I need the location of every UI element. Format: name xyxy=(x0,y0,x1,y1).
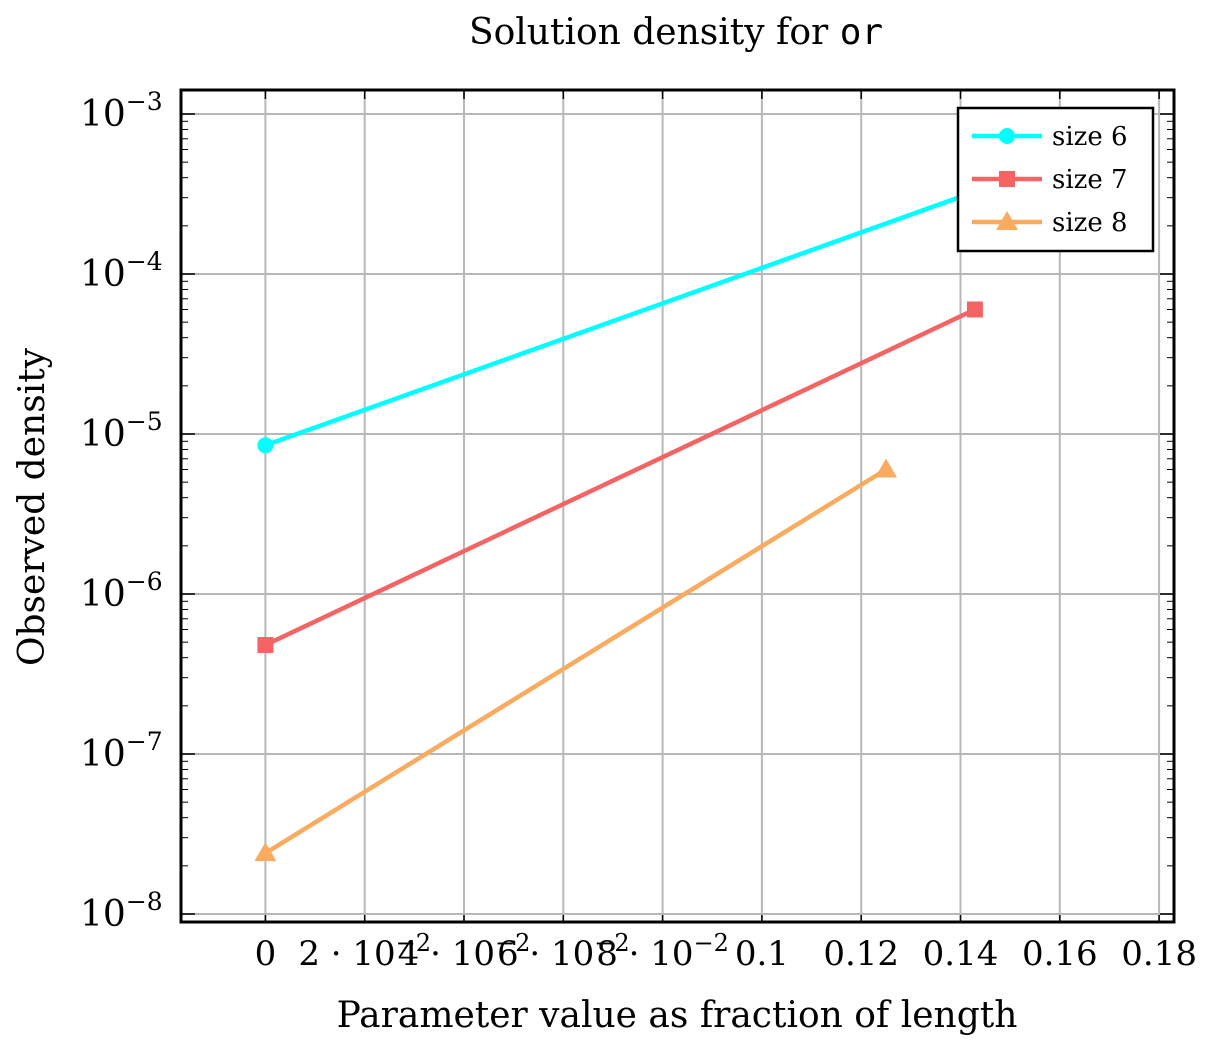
y-tick-label: 10−8 xyxy=(80,887,163,935)
x-tick-label: 0.18 xyxy=(1121,934,1197,974)
y-tick-label: 10−5 xyxy=(80,407,163,455)
legend-label-size-7: size 7 xyxy=(1052,165,1128,195)
y-tick-label: 10−4 xyxy=(80,247,163,295)
x-tick-label: 0.16 xyxy=(1022,934,1098,974)
series-line-size-6 xyxy=(264,147,1094,448)
x-tick-label: 0.12 xyxy=(823,934,899,974)
grid xyxy=(181,90,1174,922)
x-tick-label: 2 · 10−2 xyxy=(298,929,431,974)
x-tick-label: 6 · 10−2 xyxy=(497,929,630,974)
x-tick-label: 0.1 xyxy=(735,934,789,974)
series-line-size-7 xyxy=(264,307,976,648)
chart-title: Solution density for or xyxy=(469,12,883,53)
data-point-size-8 xyxy=(875,458,898,478)
data-point-size-8 xyxy=(254,842,277,862)
data-point-size-7 xyxy=(966,301,983,318)
data-point-size-6 xyxy=(257,437,274,454)
series-line-size-8 xyxy=(264,467,888,856)
x-tick-label: 4 · 10−2 xyxy=(398,929,531,974)
data-point-size-7 xyxy=(257,637,274,654)
legend-marker-size-7 xyxy=(999,171,1015,187)
legend-marker-size-6 xyxy=(999,128,1015,144)
x-tick-label: 8 · 10−2 xyxy=(596,929,729,974)
legend: size 6 size 7 size 8 xyxy=(956,106,1155,253)
legend-label-size-6: size 6 xyxy=(1052,122,1128,152)
x-axis-label: Parameter value as fraction of length xyxy=(337,995,1018,1036)
y-axis-label: Observed density xyxy=(12,347,53,666)
y-tick-label: 10−6 xyxy=(80,567,163,615)
plot-frame xyxy=(179,88,1176,924)
y-tick-label: 10−3 xyxy=(80,87,163,135)
legend-marker-size-8 xyxy=(996,211,1018,230)
legend-label-size-8: size 8 xyxy=(1052,208,1128,238)
x-tick-label: 0 xyxy=(255,934,277,974)
x-tick-labels: 0 2 · 10−24 · 10−26 · 10−28 · 10−2 0.1 0.12… xyxy=(255,929,1197,974)
chart-title-code: or xyxy=(840,12,883,53)
y-tick-labels: 10−3 10−4 10−5 10−6 10−7 10−8 xyxy=(80,87,163,935)
y-tick-label: 10−7 xyxy=(80,727,163,775)
series-layer xyxy=(254,141,1102,862)
x-tick-label: 0.14 xyxy=(923,934,999,974)
